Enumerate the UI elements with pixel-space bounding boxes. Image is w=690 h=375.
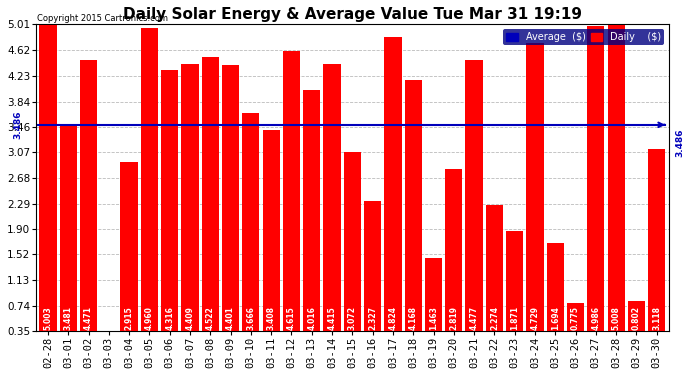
Text: 3.408: 3.408: [266, 306, 276, 330]
Bar: [161, 70, 178, 331]
Text: 5.008: 5.008: [611, 306, 620, 330]
Bar: [222, 64, 239, 331]
Bar: [648, 149, 665, 331]
Bar: [121, 162, 138, 331]
Bar: [506, 231, 523, 331]
Bar: [404, 80, 422, 331]
Bar: [567, 303, 584, 331]
Bar: [526, 43, 544, 331]
Bar: [466, 60, 483, 331]
Bar: [364, 201, 382, 331]
Bar: [201, 57, 219, 331]
Text: 3.666: 3.666: [246, 306, 255, 330]
Text: 4.415: 4.415: [328, 306, 337, 330]
Text: 2.327: 2.327: [368, 306, 377, 330]
Text: 1.871: 1.871: [510, 306, 519, 330]
Text: 3.486: 3.486: [13, 111, 22, 139]
Text: 4.316: 4.316: [165, 306, 174, 330]
Bar: [242, 113, 259, 331]
Text: 0.802: 0.802: [632, 306, 641, 330]
Bar: [181, 64, 199, 331]
Text: 4.401: 4.401: [226, 306, 235, 330]
Bar: [628, 302, 645, 331]
Bar: [486, 205, 503, 331]
Bar: [59, 125, 77, 331]
Text: 5.003: 5.003: [43, 306, 52, 330]
Text: 3.118: 3.118: [652, 306, 661, 330]
Bar: [324, 64, 341, 331]
Text: 2.274: 2.274: [490, 306, 499, 330]
Text: 4.409: 4.409: [186, 306, 195, 330]
Bar: [303, 90, 320, 331]
Text: 2.915: 2.915: [125, 306, 134, 330]
Text: 3.481: 3.481: [63, 306, 72, 330]
Text: 4.471: 4.471: [84, 306, 93, 330]
Text: 4.615: 4.615: [287, 306, 296, 330]
Text: 4.016: 4.016: [307, 306, 316, 330]
Text: 0.775: 0.775: [571, 306, 580, 330]
Text: 4.729: 4.729: [531, 306, 540, 330]
Title: Daily Solar Energy & Average Value Tue Mar 31 19:19: Daily Solar Energy & Average Value Tue M…: [123, 7, 582, 22]
Text: 1.694: 1.694: [551, 306, 560, 330]
Bar: [80, 60, 97, 331]
Bar: [425, 258, 442, 331]
Bar: [39, 25, 57, 331]
Text: 4.960: 4.960: [145, 306, 154, 330]
Text: 3.072: 3.072: [348, 306, 357, 330]
Text: 4.477: 4.477: [470, 306, 479, 330]
Text: 4.168: 4.168: [408, 306, 417, 330]
Bar: [607, 25, 624, 331]
Bar: [384, 37, 402, 331]
Text: Copyright 2015 Cartronics.com: Copyright 2015 Cartronics.com: [37, 14, 168, 23]
Bar: [445, 169, 462, 331]
Bar: [344, 152, 361, 331]
Text: 2.819: 2.819: [449, 306, 458, 330]
Legend: Average  ($), Daily    ($): Average ($), Daily ($): [504, 29, 664, 45]
Text: 1.463: 1.463: [429, 306, 438, 330]
Bar: [141, 28, 158, 331]
Text: 3.486: 3.486: [675, 128, 684, 157]
Bar: [587, 26, 604, 331]
Text: 4.824: 4.824: [388, 306, 397, 330]
Bar: [546, 243, 564, 331]
Bar: [262, 130, 279, 331]
Bar: [283, 51, 300, 331]
Text: 4.986: 4.986: [591, 306, 600, 330]
Text: 4.522: 4.522: [206, 306, 215, 330]
